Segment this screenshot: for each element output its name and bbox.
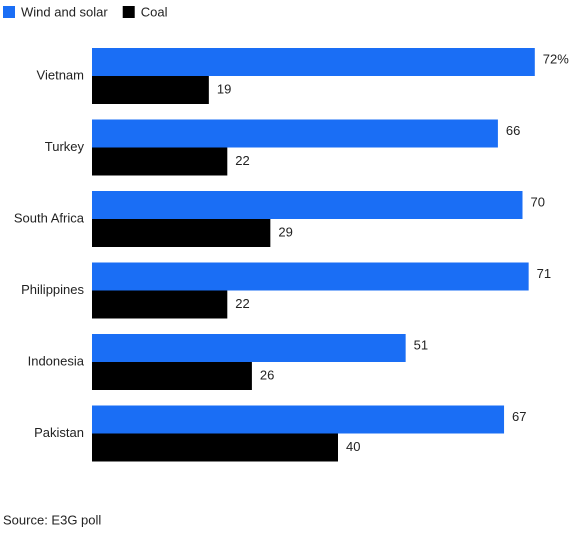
value-label: 40 xyxy=(346,439,360,454)
value-label: 70 xyxy=(531,194,545,209)
category-label: Vietnam xyxy=(37,67,84,82)
value-label: 67 xyxy=(512,409,526,424)
bar xyxy=(92,147,228,176)
source: Source: E3G poll xyxy=(3,512,101,527)
value-label: 29 xyxy=(278,224,292,239)
value-label: 66 xyxy=(506,123,520,138)
legend-label: Coal xyxy=(141,4,168,19)
bar xyxy=(92,334,406,362)
bar xyxy=(92,290,228,319)
bar xyxy=(92,262,529,291)
legend-swatch xyxy=(122,6,135,18)
value-label: 71 xyxy=(537,266,551,281)
bar xyxy=(92,119,498,148)
legend-swatch xyxy=(3,6,15,18)
category-label: Philippines xyxy=(21,282,84,297)
bar xyxy=(92,362,252,390)
bar xyxy=(92,48,535,76)
bar xyxy=(92,191,523,219)
bar xyxy=(92,433,338,462)
bar xyxy=(92,405,505,434)
category-label: Indonesia xyxy=(28,353,85,368)
category-label: Turkey xyxy=(45,139,85,154)
bar xyxy=(92,219,271,247)
value-label: 22 xyxy=(235,296,249,311)
value-label: 72% xyxy=(543,51,569,66)
value-label: 26 xyxy=(260,367,274,382)
category-label: Pakistan xyxy=(34,425,84,440)
bar xyxy=(92,76,209,104)
legend-label: Wind and solar xyxy=(21,4,108,19)
category-label: South Africa xyxy=(14,210,85,225)
value-label: 51 xyxy=(414,337,428,352)
value-label: 22 xyxy=(235,153,249,168)
value-label: 19 xyxy=(217,81,231,96)
